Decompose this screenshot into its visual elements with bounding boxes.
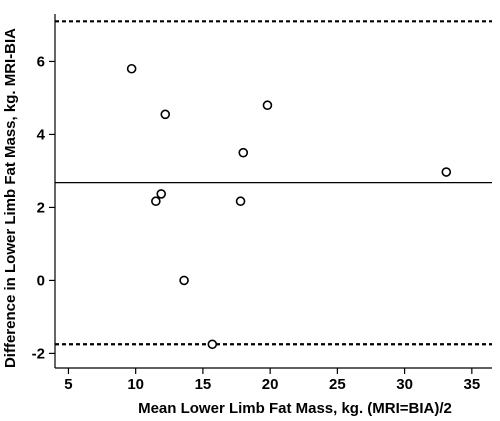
y-tick-label: 2 [37,199,45,216]
y-tick-label: 4 [37,126,46,143]
data-point [235,196,246,207]
data-point [238,147,249,158]
axes [54,14,492,369]
x-tick-label: 10 [127,376,144,393]
x-tick-label: 5 [64,376,72,393]
ticks: 5 10 15 20 25 30 35 -2 0 2 4 6 [32,53,481,393]
y-tick-label: 6 [37,53,45,70]
data-point [151,196,161,207]
data-point [179,275,189,286]
data-point [126,63,137,74]
x-tick-label: 20 [262,376,279,393]
data-points [126,63,452,350]
y-tick-label: -2 [32,345,45,362]
data-point [262,100,273,111]
x-tick-label: 35 [463,376,480,393]
data-point [160,109,171,120]
data-point [207,339,218,350]
data-point [156,189,167,199]
plot-area [55,20,492,346]
x-axis-title: Mean Lower Limb Fat Mass, kg. (MRI=BIA)/… [138,400,452,417]
x-tick-label: 15 [195,376,212,393]
y-axis-title: Difference in Lower Limb Fat Mass, kg. M… [2,28,19,368]
y-tick-label: 0 [37,272,45,289]
x-tick-label: 25 [329,376,346,393]
data-point [441,167,452,177]
x-tick-label: 30 [396,376,413,393]
